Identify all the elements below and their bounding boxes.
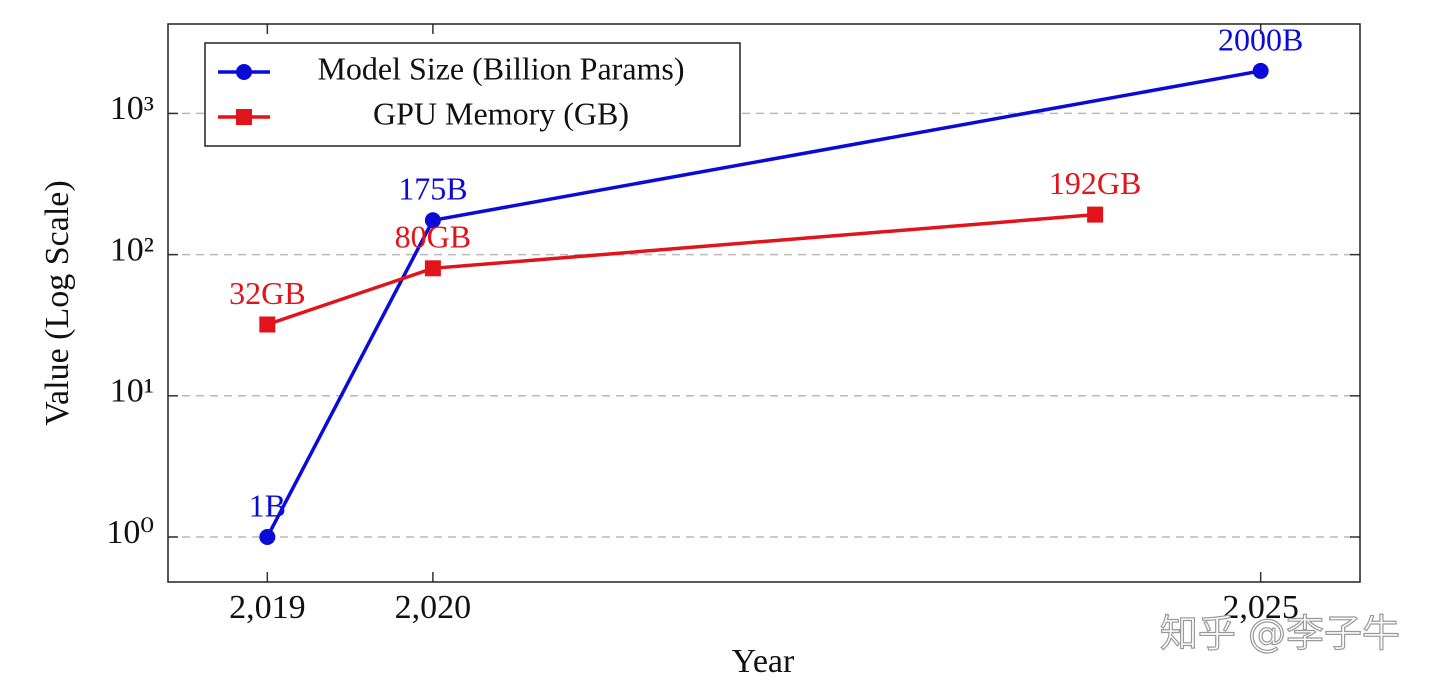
- watermark: 知乎 @李子牛: [1160, 612, 1400, 656]
- marker: [259, 316, 276, 333]
- x-axis-label: Year: [732, 643, 795, 680]
- x-tick-label: 2,020: [395, 589, 472, 626]
- data-label: 1B: [249, 487, 286, 523]
- legend-box: [204, 42, 741, 147]
- marker: [424, 260, 441, 277]
- data-label: 32GB: [229, 275, 305, 311]
- legend-label: Model Size (Billion Params): [317, 50, 684, 86]
- data-label: 175B: [398, 171, 467, 207]
- series-line: [266, 212, 1096, 327]
- data-label: 80GB: [395, 219, 471, 255]
- y-tick-label: 10⁰: [106, 514, 154, 551]
- legend-label: GPU Memory (GB): [373, 95, 629, 131]
- y-axis-label: Value (Log Scale): [39, 180, 76, 425]
- y-tick-label: 10²: [110, 231, 154, 268]
- y-tick-label: 10¹: [110, 373, 154, 410]
- plot-frame: [167, 23, 1361, 583]
- marker: [236, 64, 252, 80]
- marker: [236, 109, 252, 125]
- marker: [259, 528, 276, 545]
- x-tick-label: 2,019: [229, 589, 306, 626]
- marker: [1087, 206, 1104, 223]
- data-label: 2000B: [1218, 21, 1303, 57]
- x-tick-label: 2,025: [1222, 589, 1299, 626]
- data-label: 192GB: [1049, 165, 1141, 201]
- y-tick-label: 10³: [110, 90, 154, 127]
- marker: [1252, 62, 1269, 79]
- marker: [424, 212, 441, 229]
